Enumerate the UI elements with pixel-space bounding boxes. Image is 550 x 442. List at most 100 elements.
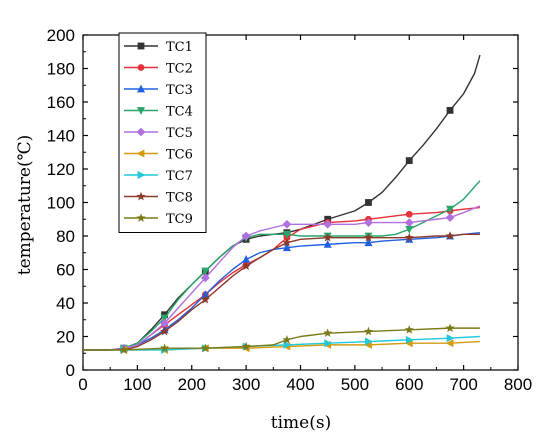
data-point <box>241 231 251 241</box>
series-line-tc8 <box>83 233 480 351</box>
legend-swatch-marker <box>137 84 145 93</box>
data-point <box>445 323 455 333</box>
data-point <box>201 290 210 299</box>
legend-label: TC8 <box>166 191 193 206</box>
data-point <box>364 238 373 247</box>
legend: TC1 TC2 TC3 TC4 TC5 TC6 TC7 TC8 TC9 <box>118 32 207 233</box>
data-point <box>405 210 413 218</box>
legend-box <box>118 32 207 233</box>
x-tick-label: 200 <box>178 375 206 394</box>
legend-swatch-marker <box>137 64 145 71</box>
legend-item-tc4: TC4 <box>124 105 193 120</box>
data-point <box>160 314 169 323</box>
data-point <box>160 318 169 328</box>
data-point <box>365 199 372 206</box>
legend-item-tc5: TC5 <box>124 126 193 141</box>
data-point <box>200 294 210 304</box>
legend-item-tc2: TC2 <box>124 62 193 77</box>
legend-item-tc3: TC3 <box>124 83 193 98</box>
data-point <box>404 218 414 227</box>
legend-swatch-marker <box>136 127 146 137</box>
data-point <box>200 343 210 353</box>
data-point <box>405 225 414 234</box>
x-tick-label: 300 <box>232 375 260 394</box>
y-tick-label: 100 <box>47 194 75 213</box>
x-tick-label: 800 <box>504 375 532 394</box>
data-point <box>201 267 210 276</box>
data-point <box>405 335 414 344</box>
data-point <box>446 334 455 343</box>
legend-label: TC4 <box>166 105 193 120</box>
data-point <box>323 219 333 229</box>
data-point <box>404 232 414 242</box>
legend-item-tc6: TC6 <box>124 148 193 163</box>
legend-item-tc9: TC9 <box>124 212 193 227</box>
data-point <box>283 340 292 349</box>
x-tick-label: 500 <box>341 375 369 394</box>
data-point <box>200 273 210 283</box>
y-tick-label: 80 <box>56 227 75 246</box>
data-point <box>445 213 455 222</box>
data-point <box>363 232 374 242</box>
series-tc8 <box>83 231 480 354</box>
legend-item-tc7: TC7 <box>124 169 193 184</box>
legend-swatch-marker <box>136 191 146 201</box>
x-tick-label: 100 <box>123 375 151 394</box>
data-point <box>282 237 292 247</box>
series-tc5 <box>83 205 481 353</box>
legend-label: TC2 <box>166 62 193 77</box>
data-point <box>324 339 333 348</box>
data-point <box>323 328 333 338</box>
legend-item-tc1: TC1 <box>124 40 193 55</box>
y-tick-label: 120 <box>47 160 75 179</box>
series-layer <box>83 54 481 354</box>
data-point <box>446 106 454 114</box>
legend-swatch-marker <box>137 171 146 179</box>
y-tick-label: 180 <box>47 60 75 79</box>
y-tick-label: 160 <box>47 93 75 112</box>
data-point <box>363 326 374 336</box>
y-tick-label: 20 <box>56 328 75 347</box>
series-line-tc3 <box>83 231 481 351</box>
data-point <box>445 339 454 348</box>
y-tick-label: 60 <box>56 261 75 280</box>
x-tick-label: 700 <box>449 375 477 394</box>
series-tc4 <box>83 180 481 353</box>
data-point <box>282 230 291 239</box>
series-line-tc1 <box>83 54 481 351</box>
legend-swatch-marker <box>137 42 145 50</box>
data-point <box>241 261 251 271</box>
legend-item-tc8: TC8 <box>124 191 193 206</box>
x-tick-label: 600 <box>395 375 423 394</box>
x-tick-label: 0 <box>78 375 87 394</box>
data-point <box>282 335 292 344</box>
legend-swatch-marker <box>137 107 145 115</box>
legend-label: TC6 <box>166 148 193 163</box>
series-tc3 <box>83 231 481 352</box>
data-point <box>323 232 333 242</box>
data-point <box>282 243 291 252</box>
data-point <box>404 325 414 334</box>
legend-label: TC1 <box>166 40 193 55</box>
data-point <box>364 218 373 227</box>
series-line-tc4 <box>83 180 481 351</box>
data-point <box>242 255 251 263</box>
y-tick-label: 0 <box>66 361 75 380</box>
axes-layer: 0 100 200 300 400 500 600 700 800 0 20 40 60 80 100 120… <box>47 26 533 394</box>
legend-swatch-marker <box>136 149 145 158</box>
legend-label: TC7 <box>166 169 193 184</box>
y-tick-label: 40 <box>56 294 75 313</box>
data-point <box>160 343 170 353</box>
data-point <box>446 205 455 214</box>
legend-label: TC3 <box>166 83 193 98</box>
data-point <box>282 219 292 229</box>
legend-label: TC5 <box>166 126 193 141</box>
data-point <box>119 345 129 354</box>
y-tick-label: 200 <box>47 26 75 45</box>
data-point <box>365 337 373 346</box>
x-axis-title: time(s) <box>271 413 331 433</box>
y-tick-label: 140 <box>47 127 75 146</box>
x-tick-label: 400 <box>286 375 314 394</box>
legend-swatch-marker <box>136 213 146 222</box>
